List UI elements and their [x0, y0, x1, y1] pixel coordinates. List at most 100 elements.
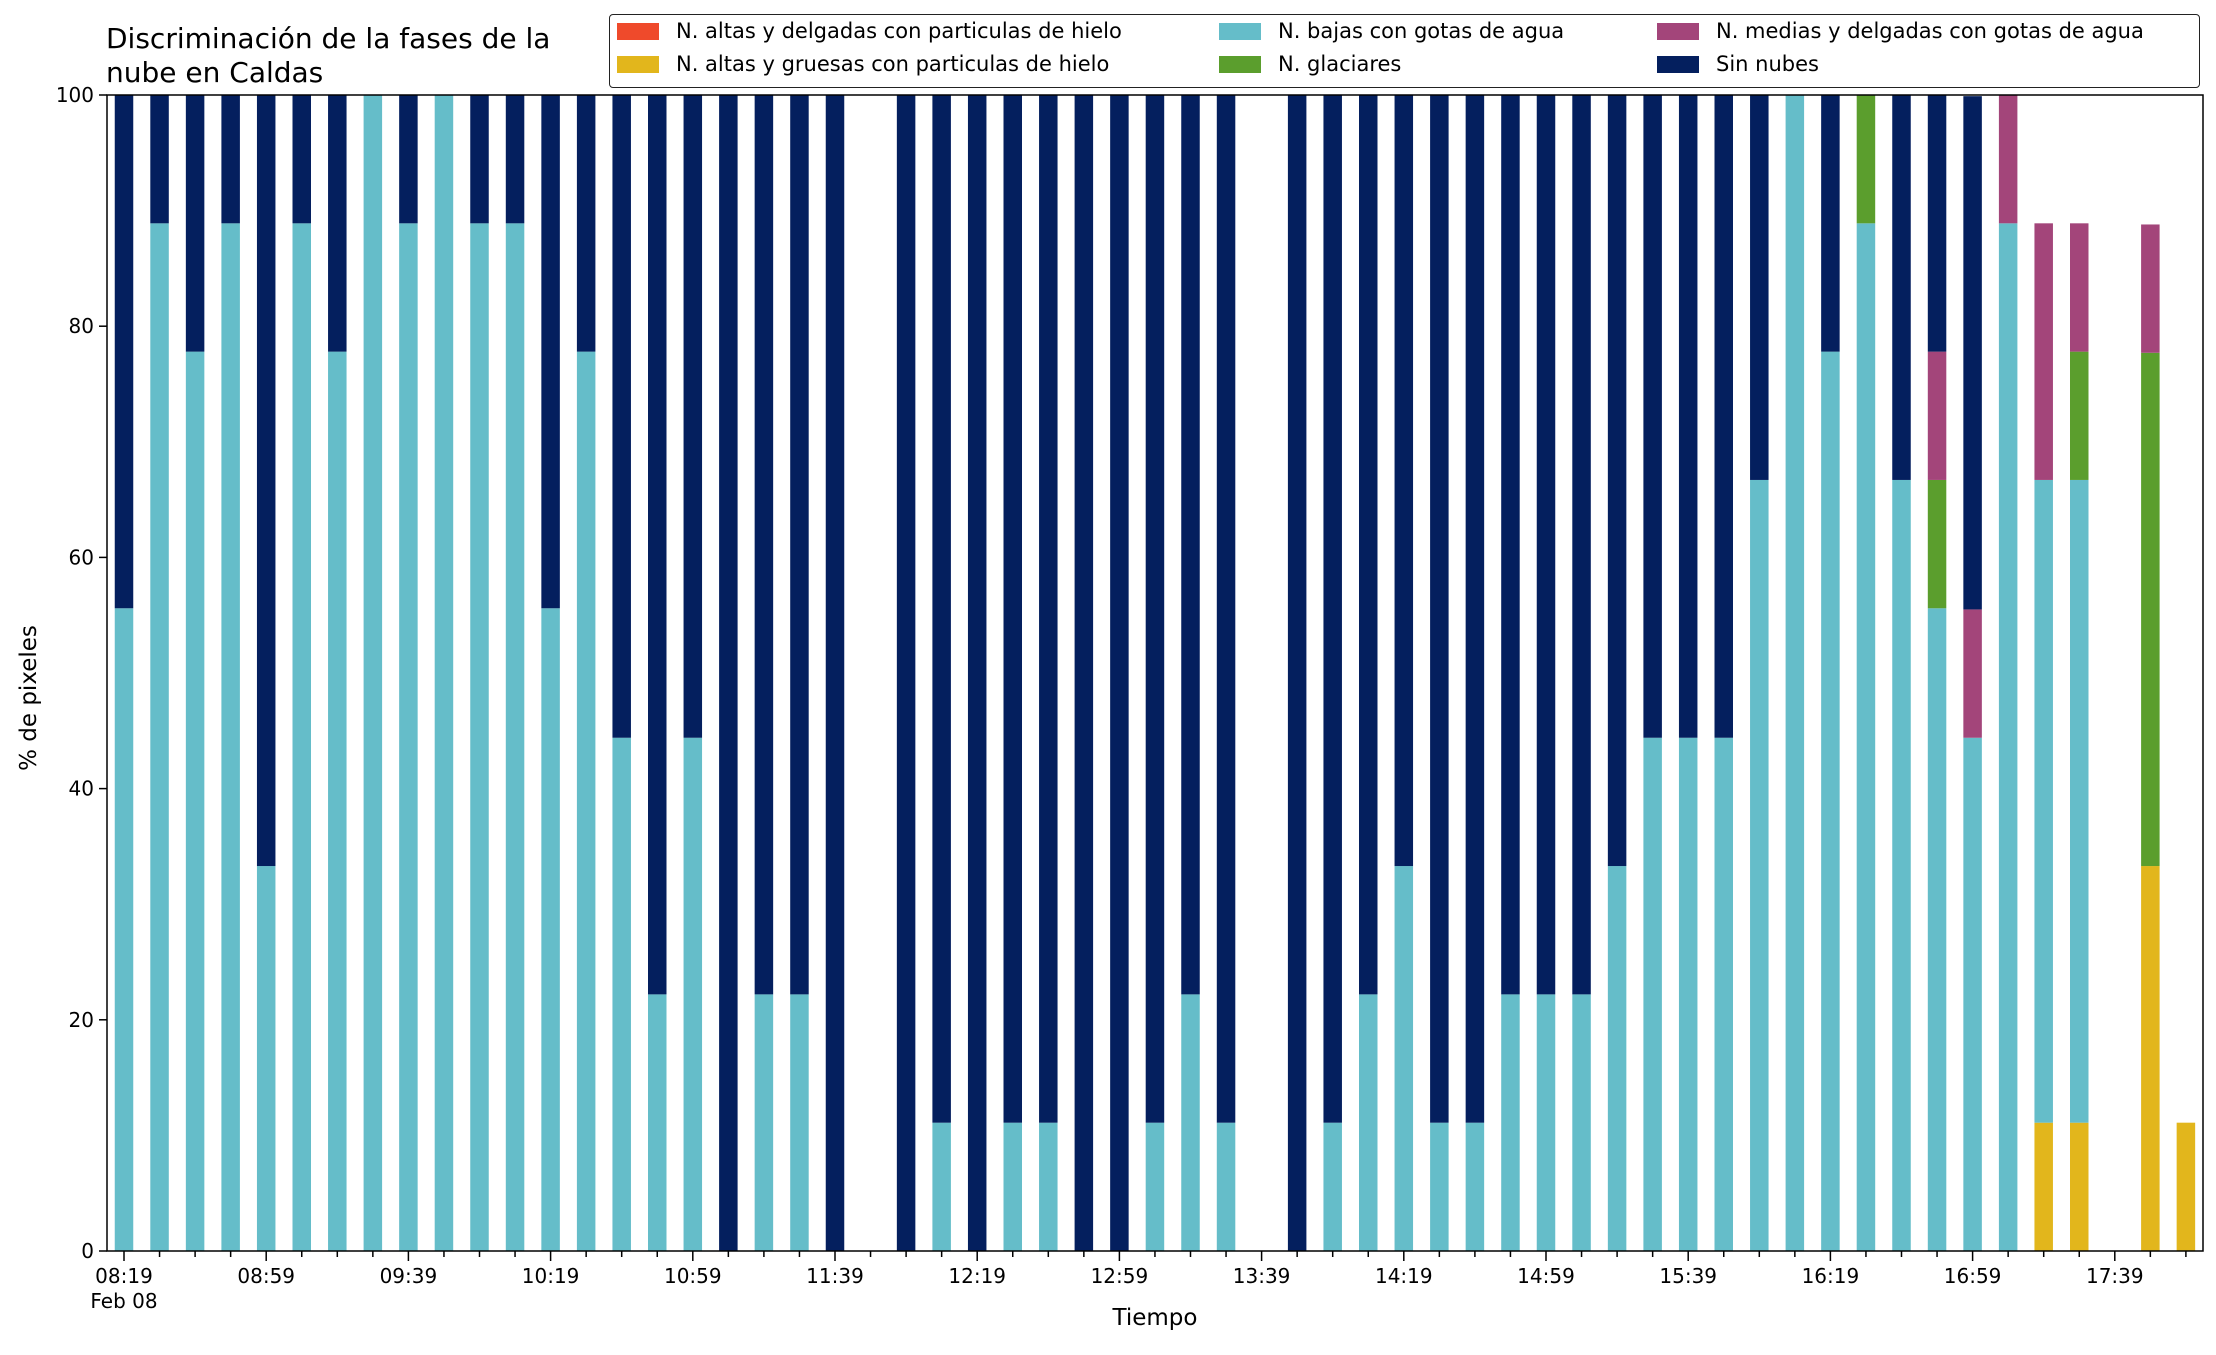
chart-title-line: nube en Caldas [106, 56, 324, 89]
bar-segment-5 [470, 95, 489, 224]
bar-segment-2 [754, 994, 774, 1251]
bar-segment-2 [2034, 479, 2053, 1123]
y-tick-label: 20 [69, 1008, 94, 1032]
bar-segment-2 [1359, 994, 1378, 1251]
bar-segment-2 [1394, 866, 1414, 1251]
bar-segment-2 [1892, 479, 1911, 1251]
y-tick-label: 60 [69, 545, 94, 569]
x-tick-label: 16:59 [1944, 1264, 2002, 1288]
bar-segment-3 [1927, 479, 1947, 609]
legend-item: N. bajas con gotas de agua [1219, 19, 1564, 43]
bar-segment-5 [114, 95, 134, 609]
bar-segment-2 [1785, 95, 1805, 1251]
legend-label: Sin nubes [1716, 52, 1819, 76]
legend-swatch [617, 22, 659, 40]
legend: N. altas y delgadas con particulas de hi… [609, 14, 2200, 88]
bar-segment-5 [754, 95, 774, 995]
bar-segment-5 [399, 95, 418, 224]
legend-label: N. glaciares [1278, 52, 1402, 76]
bar-segment-2 [1714, 737, 1733, 1251]
bar-segment-2 [505, 223, 525, 1251]
bar-segment-5 [185, 95, 205, 352]
bar-segment-3 [2070, 351, 2089, 480]
bar-segment-2 [576, 351, 596, 1251]
x-tick-label: 08:19 [95, 1264, 153, 1288]
bar-segment-2 [1430, 1122, 1449, 1251]
bar-segment-2 [292, 223, 311, 1251]
bar-segment-2 [1998, 223, 2018, 1251]
bar-segment-4 [1927, 351, 1947, 480]
bar-segment-5 [648, 95, 667, 995]
bar-segment-5 [1359, 95, 1378, 995]
bar-segment-3 [1856, 95, 1876, 224]
bar-segment-2 [150, 223, 169, 1251]
x-axis-label: Tiempo [1112, 1305, 1198, 1331]
bar-segment-5 [719, 95, 738, 1251]
bar-segment-5 [1145, 95, 1165, 1123]
x-tick-label: 10:59 [664, 1264, 722, 1288]
bar-segment-5 [1963, 96, 1982, 610]
bar-segment-5 [1074, 95, 1094, 1251]
bar-segment-5 [1643, 95, 1662, 738]
chart-title-line: Discriminación de la fases de la [106, 22, 551, 55]
legend-label: N. altas y gruesas con particulas de hie… [676, 52, 1110, 76]
bar-segment-2 [612, 737, 631, 1251]
bar-segment-5 [256, 95, 276, 867]
bar-segment-5 [683, 95, 703, 738]
legend-item: Sin nubes [1657, 52, 1819, 76]
bar-segment-5 [825, 95, 845, 1251]
legend-item: N. glaciares [1219, 52, 1401, 76]
bar-segment-5 [1501, 95, 1520, 995]
bar-segment-2 [1536, 994, 1556, 1251]
bar-segment-2 [328, 351, 347, 1251]
x-tick-label: 12:19 [948, 1264, 1006, 1288]
bar-segment-5 [790, 95, 809, 995]
x-tick-label: 12:59 [1091, 1264, 1149, 1288]
bar-segment-2 [114, 608, 134, 1251]
bar-segment-5 [1678, 95, 1698, 738]
bar-segment-5 [1394, 95, 1414, 867]
bar-segment-2 [399, 223, 418, 1251]
bar-segment-2 [1323, 1122, 1342, 1251]
bar-segment-5 [1003, 95, 1022, 1123]
x-tick-label: 09:39 [380, 1264, 438, 1288]
legend-swatch [1219, 22, 1261, 40]
legend-label: N. medias y delgadas con gotas de agua [1716, 19, 2144, 43]
x-tick-label: 14:59 [1517, 1264, 1575, 1288]
bar-segment-5 [1536, 95, 1556, 995]
bar-segment-5 [967, 95, 987, 1251]
bar-segment-2 [221, 223, 240, 1251]
legend-label: N. bajas con gotas de agua [1278, 19, 1565, 43]
legend-item: N. altas y delgadas con particulas de hi… [617, 19, 1122, 43]
x-tick-label: 14:19 [1375, 1264, 1433, 1288]
bar-segment-2 [434, 95, 454, 1251]
chart-title: Discriminación de la fases de la nube en … [106, 22, 550, 90]
legend-swatch [1657, 55, 1699, 73]
bar-segment-2 [1003, 1122, 1022, 1251]
bar-segment-1 [2034, 1122, 2053, 1251]
bar-segment-4 [1998, 95, 2018, 224]
bar-segment-5 [576, 95, 596, 352]
bar-segment-1 [2070, 1122, 2089, 1251]
bar-segment-4 [1963, 609, 1982, 738]
bar-segment-2 [363, 95, 383, 1251]
bar-segment-5 [1110, 95, 1129, 1251]
bar-segment-2 [1678, 737, 1698, 1251]
y-tick-label: 40 [69, 777, 94, 801]
bar-segment-2 [256, 866, 276, 1251]
bar-segment-5 [932, 95, 951, 1123]
bar-segment-5 [1039, 95, 1058, 1123]
bar-segment-5 [1465, 95, 1485, 1123]
bar-segment-2 [185, 351, 205, 1251]
legend-label: N. altas y delgadas con particulas de hi… [676, 19, 1122, 43]
bar-segment-5 [1927, 95, 1947, 352]
bar-segment-2 [932, 1122, 951, 1251]
bar-segment-5 [292, 95, 311, 224]
bar-segment-5 [1892, 95, 1911, 480]
bar-segment-5 [1287, 95, 1307, 1251]
bar-segment-2 [1856, 223, 1876, 1251]
bar-segment-2 [2070, 479, 2089, 1123]
x-tick-label: 13:39 [1233, 1264, 1291, 1288]
bar-segment-5 [1430, 95, 1449, 1123]
